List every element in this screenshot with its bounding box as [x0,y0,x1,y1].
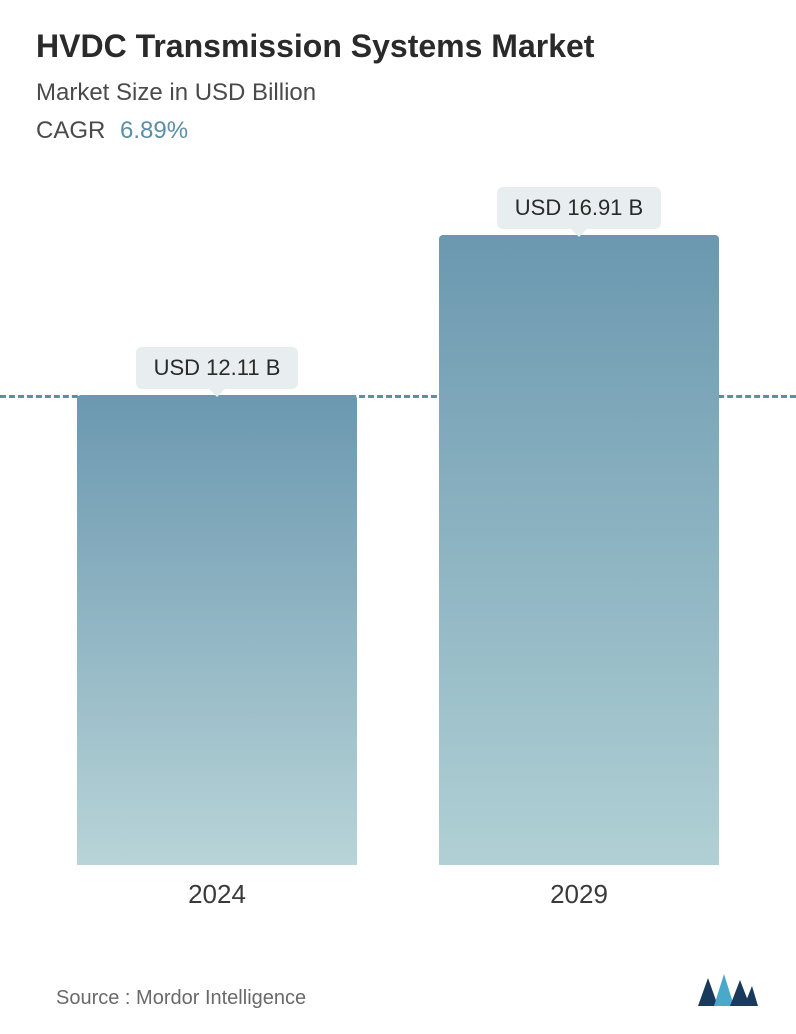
cagr-value: 6.89% [120,117,188,144]
bar-group: USD 12.11 B [77,347,357,865]
bar-group: USD 16.91 B [439,187,719,865]
chart-subtitle: Market Size in USD Billion [36,79,760,107]
chart-area: USD 12.11 B USD 16.91 B [56,185,740,865]
source-text: Source : Mordor Intelligence [56,987,306,1010]
bars-wrapper: USD 12.11 B USD 16.91 B [56,185,740,865]
bar-value-label: USD 16.91 B [497,187,661,229]
cagr-label: CAGR [36,117,105,144]
chart-container: HVDC Transmission Systems Market Market … [0,0,796,1034]
cagr-line: CAGR 6.89% [36,117,760,145]
x-axis-label: 2029 [439,879,719,910]
x-axis-labels: 2024 2029 [56,879,740,910]
x-axis-label: 2024 [77,879,357,910]
bar [77,395,357,865]
bar [439,235,719,865]
bar-value-label: USD 12.11 B [136,347,299,389]
brand-logo-icon [696,966,760,1010]
chart-title: HVDC Transmission Systems Market [36,28,760,65]
chart-footer: Source : Mordor Intelligence [56,966,760,1010]
